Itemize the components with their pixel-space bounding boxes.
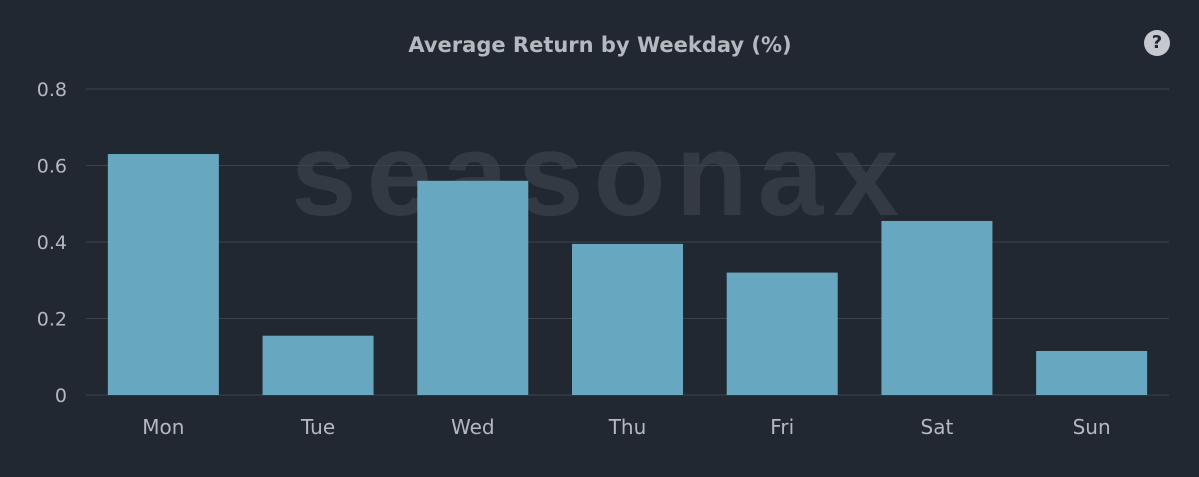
y-tick-label: 0.2 [37,309,67,331]
x-axis-ticks: Mon Tue Wed Thu Fri Sat Sun [142,415,1110,439]
bar-mon[interactable] [107,154,219,395]
y-tick-label: 0 [55,385,67,407]
x-tick-label: Sun [1073,415,1111,439]
y-tick-label: 0.8 [37,79,67,101]
x-tick-label: Wed [451,415,495,439]
x-tick-label: Mon [142,415,184,439]
seasonax-watermark: seasonax [291,109,909,241]
bar-wed[interactable] [417,180,529,395]
bar-tue[interactable] [262,335,374,395]
bar-thu[interactable] [572,243,683,395]
x-tick-label: Tue [300,415,335,439]
help-question-icon[interactable]: ? [1144,30,1170,56]
bar-fri[interactable] [726,272,838,395]
bar-sat[interactable] [881,220,993,395]
y-tick-label: 0.6 [37,156,67,178]
y-axis-ticks: 0 0.2 0.4 0.6 0.8 [37,79,67,407]
y-tick-label: 0.4 [37,232,67,254]
x-tick-label: Fri [770,415,794,439]
bar-sun[interactable] [1036,351,1148,395]
chart-title: Average Return by Weekday (%) [408,33,791,57]
bars [107,154,1148,395]
x-tick-label: Sat [921,415,954,439]
x-tick-label: Thu [608,415,647,439]
